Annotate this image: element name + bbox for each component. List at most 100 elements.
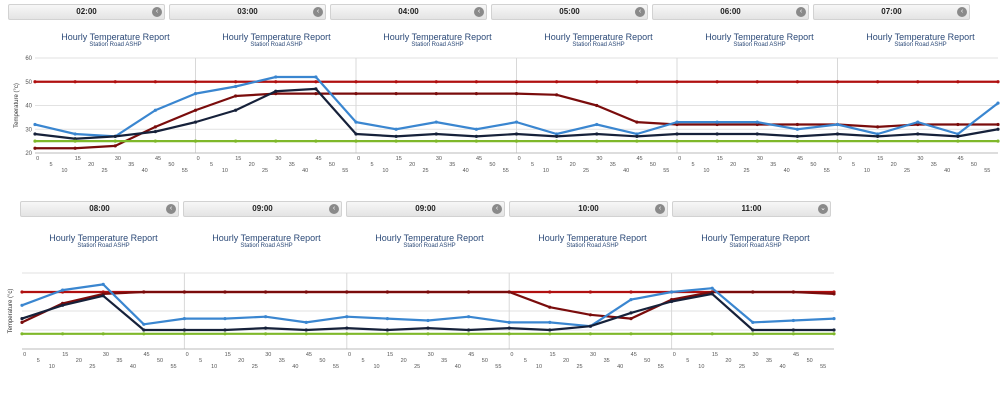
hour-tab[interactable]: 08:00 ‹ [20, 201, 179, 217]
data-point [670, 290, 674, 294]
data-point [20, 303, 24, 307]
chevron-left-icon[interactable]: ‹ [152, 7, 162, 17]
data-point [835, 80, 840, 84]
data-point [635, 132, 639, 136]
data-point [635, 120, 639, 124]
data-point [345, 315, 349, 319]
chevron-left-icon[interactable]: ‹ [957, 7, 967, 17]
data-point [234, 139, 238, 143]
x-tick-label: 50 [157, 358, 163, 364]
data-point [514, 120, 519, 124]
chevron-left-icon[interactable]: ‹ [492, 204, 502, 214]
x-tick-label: 45 [143, 352, 149, 358]
x-tick-label: 0 [36, 156, 39, 162]
data-point [548, 290, 552, 294]
x-tick-label: 45 [306, 352, 312, 358]
data-point [755, 80, 759, 84]
chevron-left-icon[interactable]: ‹ [313, 7, 323, 17]
panel-title: Hourly Temperature Report [49, 233, 158, 243]
hour-tab[interactable]: 11:00 ⌄ [672, 201, 831, 217]
panel-title: Hourly Temperature Report [866, 32, 975, 42]
y-tick-label: 60 [25, 56, 32, 62]
data-point [548, 320, 552, 324]
x-tick-label: 30 [590, 352, 596, 358]
x-tick-label: 35 [610, 162, 616, 168]
hour-tab[interactable]: 05:00 ‹ [491, 4, 648, 20]
data-point [193, 120, 198, 124]
data-point [20, 317, 24, 321]
hour-tab[interactable]: 10:00 ‹ [509, 201, 668, 217]
data-point [555, 80, 559, 84]
data-point [514, 132, 519, 136]
x-tick-label: 25 [904, 168, 910, 174]
data-point [426, 332, 430, 336]
x-tick-label: 45 [155, 156, 161, 162]
x-tick-label: 45 [468, 352, 474, 358]
data-point [61, 332, 65, 336]
chevron-down-icon[interactable]: ⌄ [818, 204, 828, 214]
data-point [394, 127, 398, 131]
data-point [264, 290, 268, 294]
data-point [715, 132, 719, 136]
chevron-left-icon[interactable]: ‹ [635, 7, 645, 17]
data-point [394, 139, 398, 143]
data-point [394, 134, 398, 138]
data-point [588, 313, 593, 317]
data-point [101, 294, 105, 298]
data-point [434, 132, 438, 136]
data-point [426, 326, 430, 330]
chevron-left-icon[interactable]: ‹ [329, 204, 339, 214]
data-point [20, 320, 24, 324]
x-tick-label: 0 [23, 352, 26, 358]
chevron-left-icon[interactable]: ‹ [474, 7, 484, 17]
x-tick-label: 0 [518, 156, 521, 162]
data-point [354, 132, 358, 136]
data-point [33, 80, 37, 84]
hour-tab[interactable]: 06:00 ‹ [652, 4, 809, 20]
data-point [385, 332, 389, 336]
data-point [795, 127, 799, 131]
chevron-left-icon[interactable]: ‹ [166, 204, 176, 214]
hour-tab[interactable]: 02:00 ‹ [8, 4, 165, 20]
data-point [182, 332, 186, 336]
x-tick-label: 50 [971, 162, 977, 168]
panel-subtitle: Station Road ASHP [566, 243, 619, 249]
data-point [153, 108, 157, 112]
x-tick-label: 50 [329, 162, 335, 168]
hour-tab[interactable]: 04:00 ‹ [330, 4, 487, 20]
hour-tab-label: 02:00 [76, 7, 97, 16]
data-point [193, 108, 198, 112]
data-point [385, 328, 389, 332]
data-point [234, 108, 238, 112]
data-point [635, 80, 639, 84]
chevron-left-icon[interactable]: ‹ [796, 7, 806, 17]
panel-title: Hourly Temperature Report [212, 233, 321, 243]
x-tick-label: 30 [103, 352, 109, 358]
data-point [61, 288, 65, 292]
hour-tab[interactable]: 07:00 ‹ [813, 4, 970, 20]
data-point [153, 125, 157, 129]
hour-tab[interactable]: 09:00 ‹ [346, 201, 505, 217]
data-point [354, 139, 358, 143]
data-point [234, 80, 238, 84]
x-tick-label: 55 [824, 168, 830, 174]
x-tick-label: 50 [807, 358, 813, 364]
x-tick-label: 25 [414, 364, 420, 370]
x-tick-label: 35 [116, 358, 122, 364]
x-tick-label: 35 [279, 358, 285, 364]
data-point [514, 139, 519, 143]
hour-tab-label: 08:00 [89, 204, 110, 213]
hour-tab[interactable]: 03:00 ‹ [169, 4, 326, 20]
chevron-left-icon[interactable]: ‹ [655, 204, 665, 214]
data-point [434, 80, 438, 84]
data-point [304, 332, 308, 336]
hour-tab[interactable]: 09:00 ‹ [183, 201, 342, 217]
data-point [467, 315, 471, 319]
x-tick-label: 5 [524, 358, 527, 364]
data-point [548, 305, 552, 309]
data-point [113, 134, 117, 138]
data-point [629, 298, 633, 302]
x-tick-label: 40 [130, 364, 136, 370]
data-point [832, 328, 836, 332]
data-point [153, 80, 157, 84]
